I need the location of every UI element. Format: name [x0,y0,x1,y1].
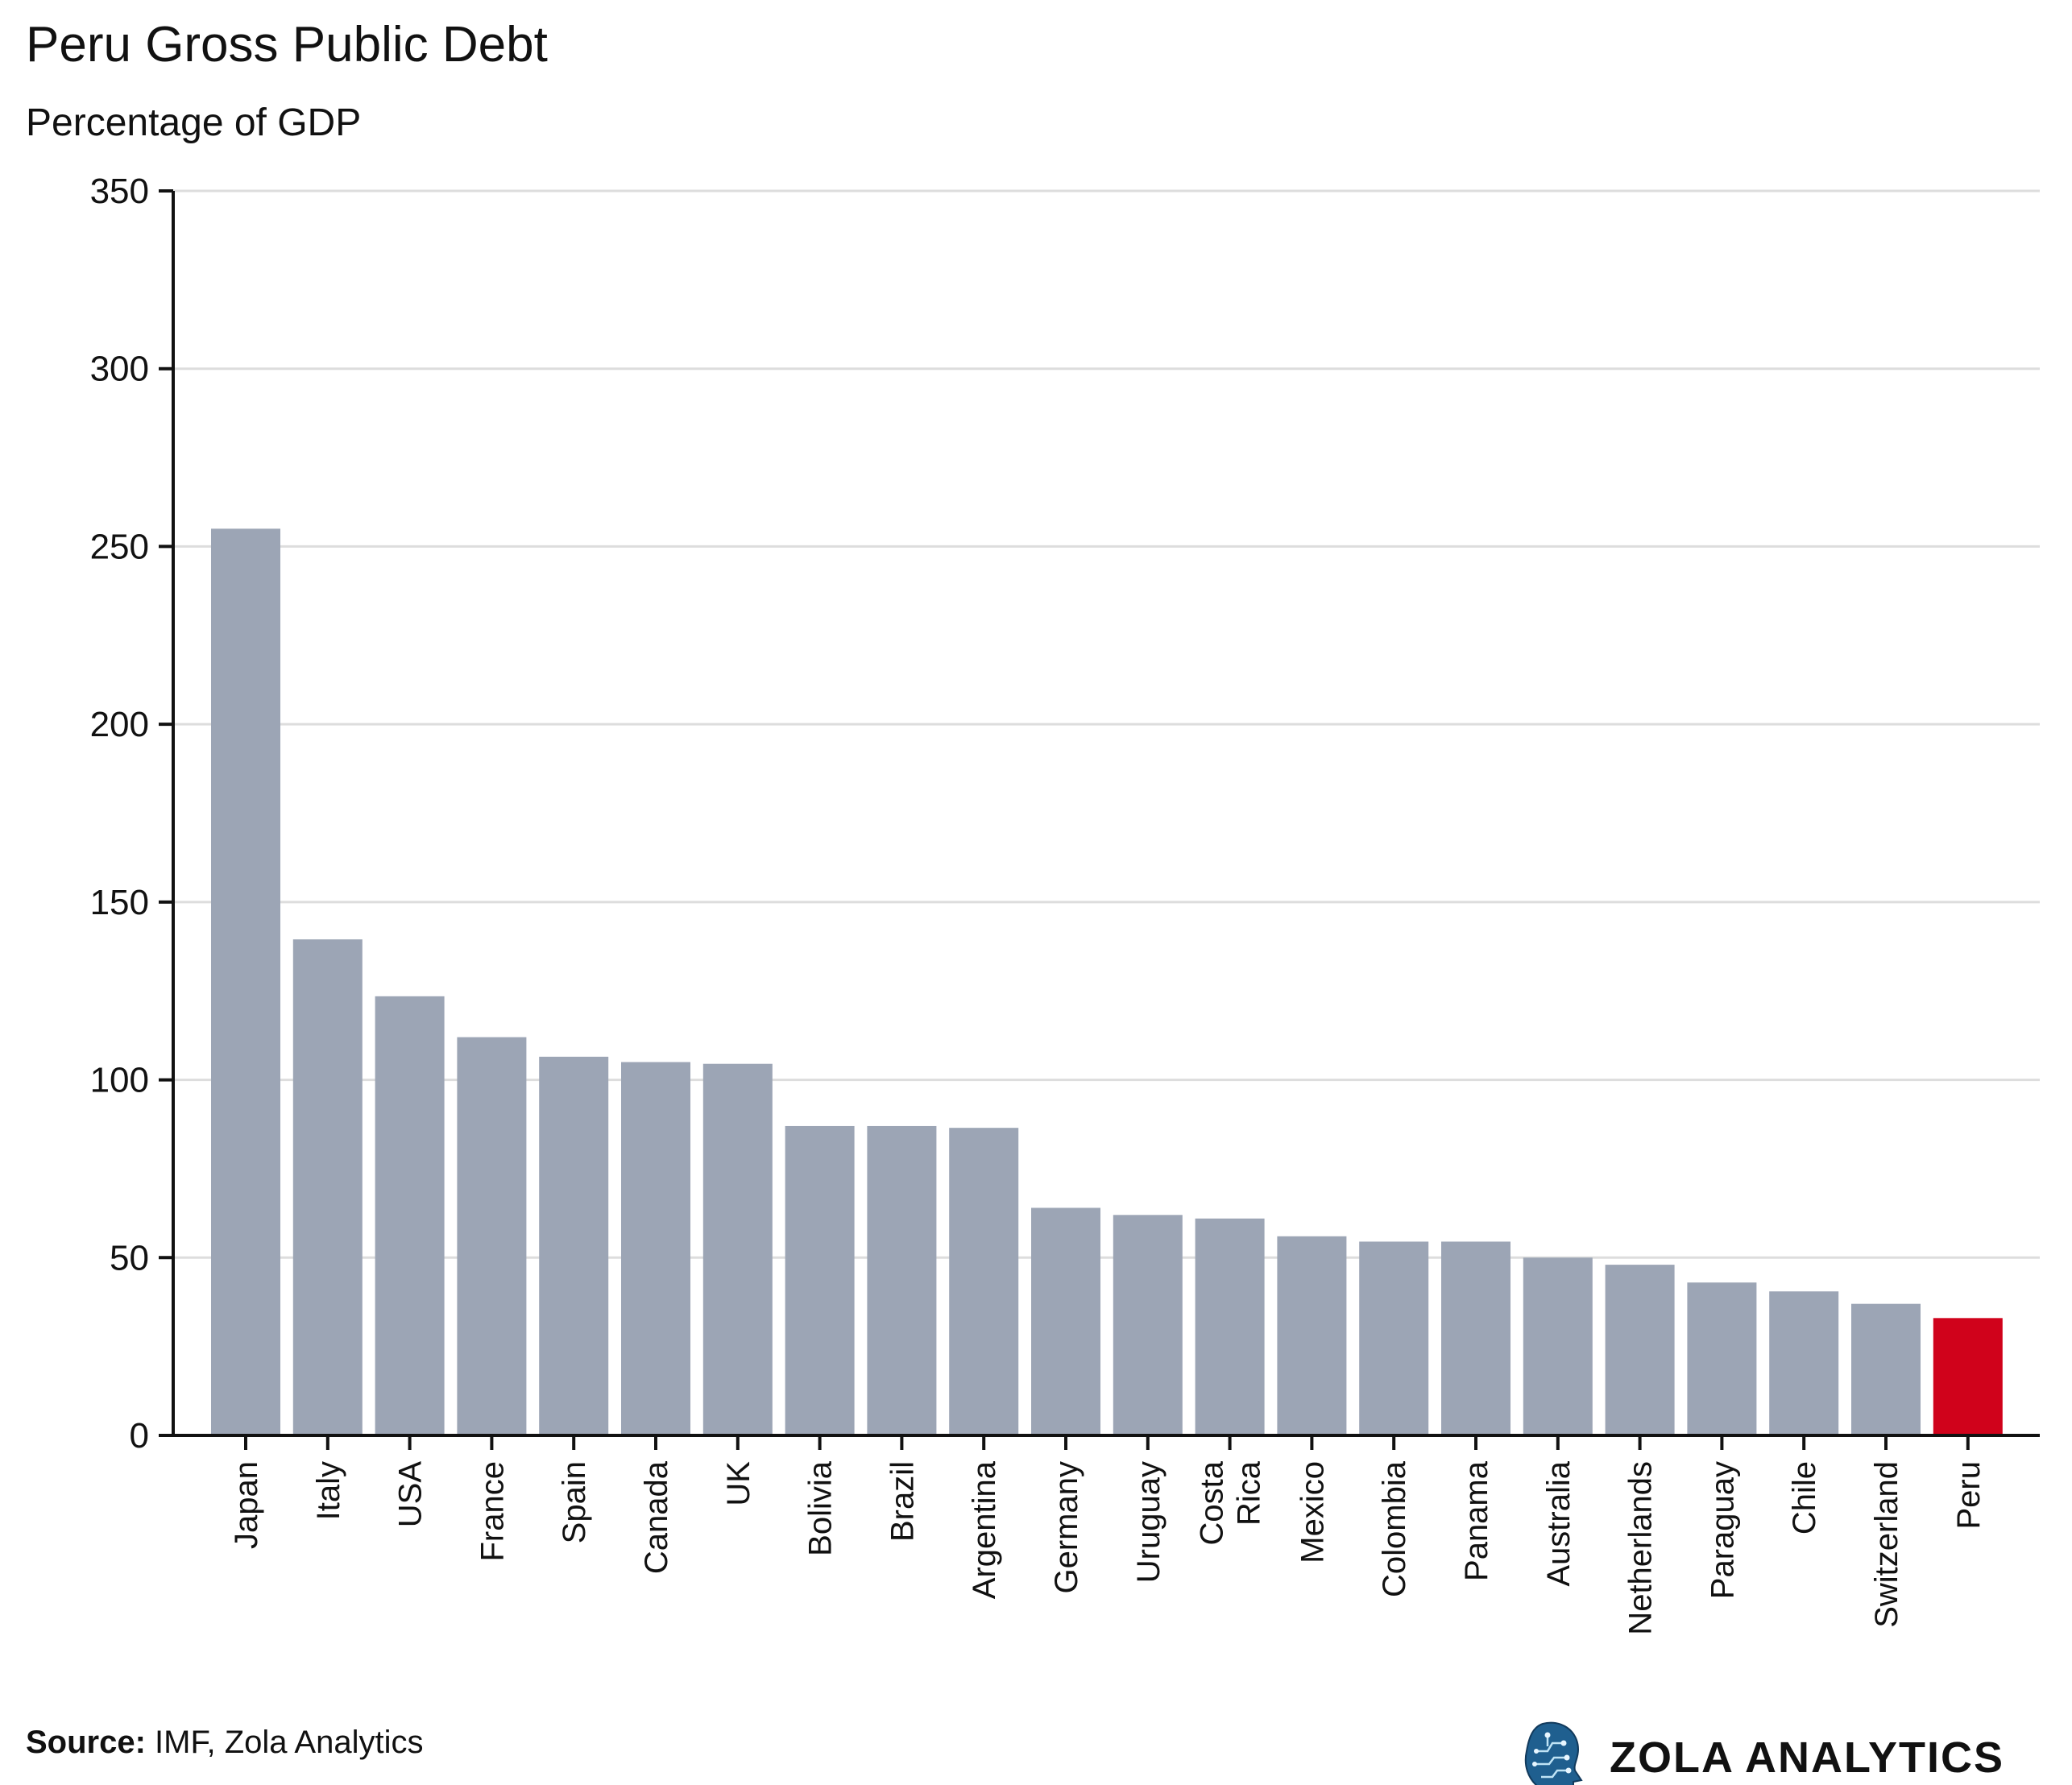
bar-italy [292,939,363,1435]
bar-uruguay [1113,1215,1183,1435]
bar-argentina [949,1128,1019,1435]
source-note: Source: IMF, Zola Analytics [26,1725,424,1760]
bar-spain [539,1056,609,1435]
x-tick-label: Australia [1541,1460,1577,1586]
bar-brazil [867,1125,937,1435]
bar-switzerland [1851,1303,1921,1435]
x-tick-label: Japan [229,1461,264,1549]
grid-lines [173,189,2040,1259]
x-tick-label: Peru [1951,1461,1987,1530]
source-text: IMF, Zola Analytics [146,1725,424,1760]
bar-colombia [1359,1241,1429,1435]
y-tick-label: 0 [130,1416,149,1456]
x-tick-label: Mexico [1295,1461,1330,1563]
y-axis-ticks: 0 50 100 150 200 250 300 350 [90,172,173,1456]
x-tick-label: Netherlands [1623,1461,1659,1635]
y-tick-label: 200 [90,705,149,744]
x-tick-label: Bolivia [803,1460,839,1556]
x-tick-label: USA [393,1461,429,1528]
bar-japan [211,528,280,1435]
bar-france [457,1037,527,1435]
x-tick-label: UK [721,1461,756,1506]
bar-panama [1441,1241,1510,1435]
axes [159,191,2040,1437]
bar-australia [1523,1257,1593,1435]
head-circuit-icon [1524,1721,1583,1785]
y-tick-label: 350 [90,172,149,211]
brand-name: ZOLA ANALYTICS [1610,1733,2004,1782]
x-tick-label: Panama [1459,1460,1494,1581]
bar-paraguay [1687,1282,1757,1435]
x-tick-label: CostaRica [1195,1460,1267,1545]
x-tick-label: Italy [311,1461,346,1520]
bar-chile [1769,1291,1839,1435]
bar-usa [375,996,445,1435]
bar-canada [621,1062,690,1435]
x-axis-ticks: Japan Italy USA France Spain Canada UK Bolivia B… [229,1435,1987,1635]
y-tick-label: 250 [90,527,149,566]
x-tick-label: Canada [639,1460,674,1574]
chart-title: Peru Gross Public Debt [26,17,548,72]
x-tick-label: Argentina [967,1460,1002,1599]
x-tick-label: France [474,1461,510,1562]
bar-mexico [1277,1236,1347,1435]
y-tick-label: 150 [90,883,149,922]
bar-peru [1933,1318,2003,1435]
y-tick-label: 300 [90,350,149,389]
source-label: Source: [26,1725,146,1760]
x-tick-label: Uruguay [1131,1461,1167,1583]
bar-germany [1031,1207,1100,1435]
x-tick-label: Paraguay [1705,1461,1740,1599]
y-tick-label: 50 [110,1238,149,1278]
x-tick-label: Colombia [1377,1460,1412,1597]
bars [211,528,2003,1435]
bar-uk [702,1063,773,1435]
bar-netherlands [1605,1265,1675,1435]
x-tick-label: Chile [1787,1461,1822,1534]
bar-bolivia [785,1125,855,1435]
x-tick-label: Germany [1049,1461,1084,1594]
x-tick-label: Spain [557,1461,592,1543]
x-tick-label: Brazil [885,1461,920,1542]
x-tick-label: Switzerland [1869,1461,1904,1628]
bar-costa-rica [1195,1218,1265,1435]
y-tick-label: 100 [90,1061,149,1100]
chart-subtitle: Percentage of GDP [26,101,361,144]
